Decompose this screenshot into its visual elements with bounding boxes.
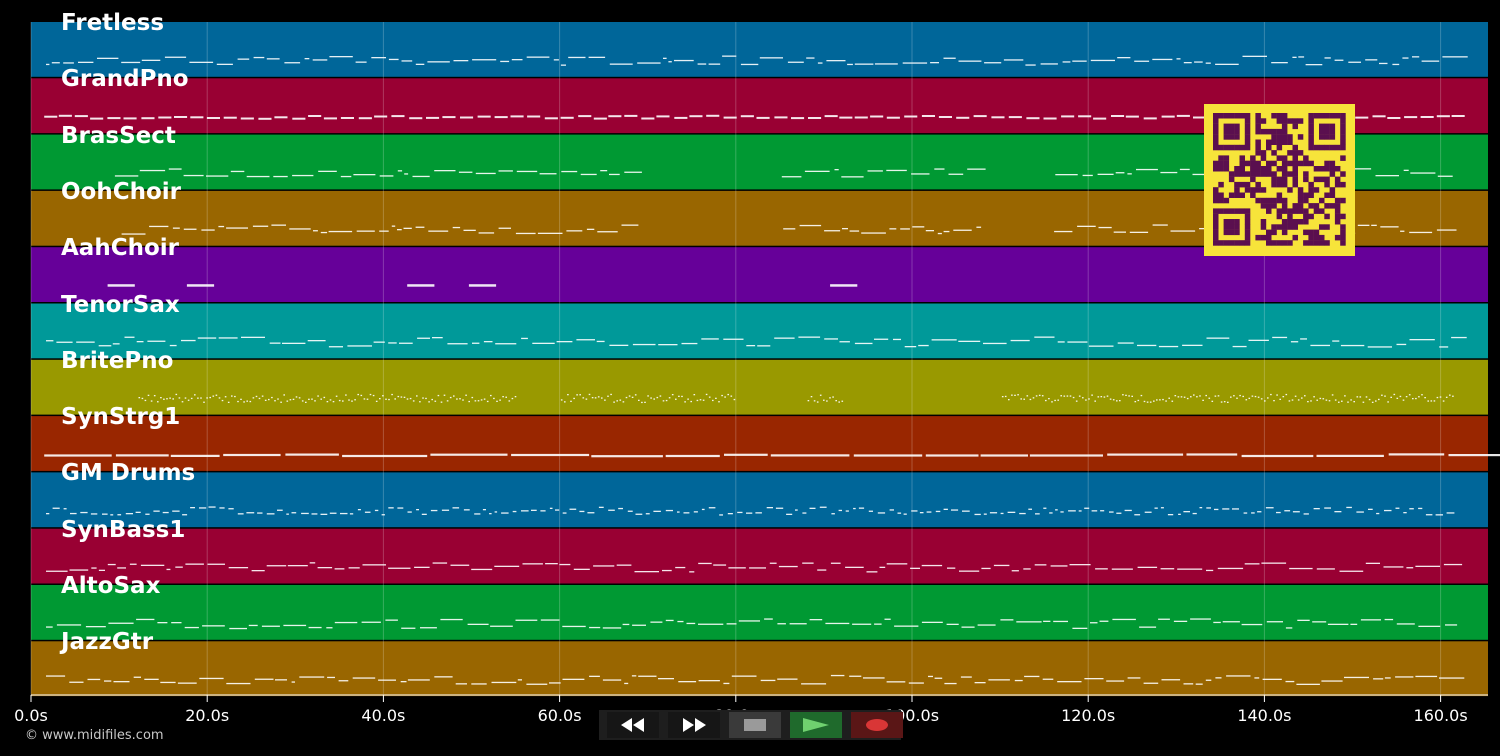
transport-bar (599, 710, 903, 740)
track-notes (46, 562, 1463, 573)
tick-label: 120.0s (1061, 706, 1116, 725)
track-notes (46, 55, 1468, 66)
track-notes (121, 224, 1457, 235)
fast-forward-button[interactable] (668, 712, 720, 738)
tick-label: 40.0s (361, 706, 406, 725)
track-notes (44, 453, 1500, 458)
track-label: BritePno (61, 347, 174, 374)
track-notes (46, 674, 1465, 685)
play-icon (801, 717, 831, 733)
track-notes (46, 336, 1467, 348)
track-lane-tenorsax (31, 303, 1488, 359)
track-label: GM Drums (61, 460, 196, 487)
track-notes (46, 618, 1458, 630)
track-label: SynBass1 (61, 516, 186, 543)
tick-label: 20.0s (185, 706, 230, 725)
qr-code-icon (1204, 104, 1355, 256)
stop-button[interactable] (729, 712, 781, 738)
track-lane-synstrg1 (31, 416, 1488, 471)
tick-label: 140.0s (1237, 706, 1292, 725)
fast-forward-icon (679, 717, 709, 733)
track-label: OohChoir (61, 178, 182, 205)
track-label: SynStrg1 (61, 404, 181, 431)
play-button[interactable] (790, 712, 842, 738)
track-lane-jazzgtr (31, 641, 1488, 697)
track-notes (107, 284, 858, 287)
rewind-button[interactable] (607, 712, 659, 738)
record-button[interactable] (851, 712, 903, 738)
track-label: BrasSect (61, 122, 176, 149)
tick-label: 0.0s (14, 706, 48, 725)
track-lane-synbass1 (31, 528, 1488, 584)
track-lane-gm-drums (31, 472, 1488, 528)
track-label: TenorSax (61, 291, 180, 318)
stop-icon (742, 717, 768, 733)
rewind-icon (618, 717, 648, 733)
tick-label: 160.0s (1413, 706, 1468, 725)
tick-label: 60.0s (537, 706, 582, 725)
track-notes (138, 393, 1454, 404)
track-label: JazzGtr (61, 629, 154, 656)
copyright-text: © www.midifiles.com (25, 728, 164, 743)
track-label: AahChoir (61, 235, 179, 262)
record-icon (864, 717, 890, 733)
track-lane-britepno (31, 359, 1488, 415)
track-lane-fretless (31, 22, 1488, 77)
track-notes (44, 114, 1465, 120)
track-label: Fretless (61, 10, 165, 36)
track-notes (46, 506, 1455, 516)
track-lane-altosax (31, 585, 1488, 640)
track-label: GrandPno (61, 66, 189, 93)
track-label: AltoSax (61, 573, 161, 599)
track-lane-aahchoir (31, 247, 1488, 302)
